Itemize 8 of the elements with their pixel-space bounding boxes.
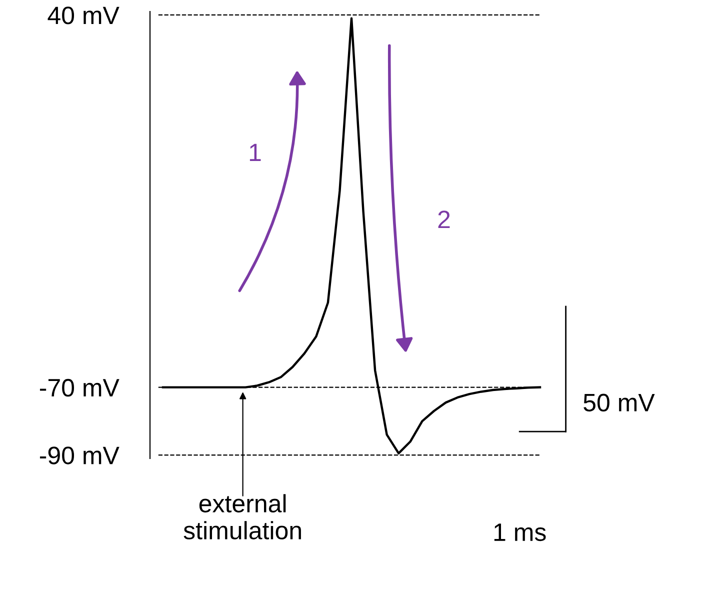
annotation: 2 (438, 210, 450, 228)
y-tick-label: -90 mV (40, 446, 120, 464)
text: external stimulation (184, 494, 301, 540)
y-tick-label: 40 mV (48, 6, 120, 24)
text: 50 mV (584, 394, 655, 412)
text: 1 ms (494, 524, 546, 542)
annotation: 1 (250, 144, 261, 162)
y-tick-label: -70 mV (40, 378, 120, 397)
